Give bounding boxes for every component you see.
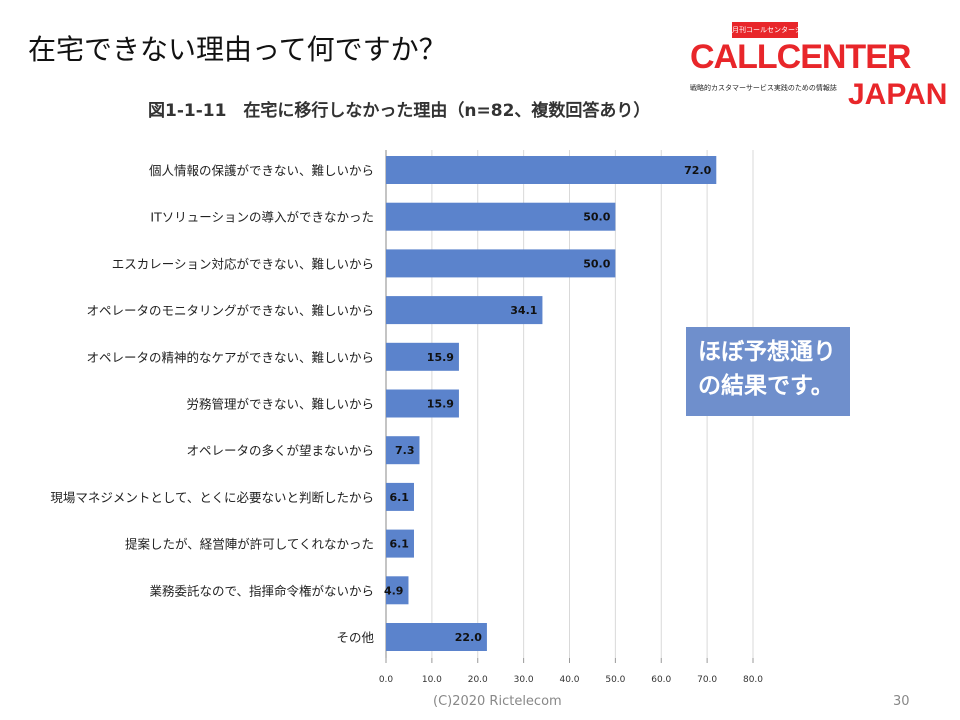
bar: [386, 482, 414, 511]
data-label: 34.1: [510, 304, 537, 317]
callout-line2: の結果です。: [698, 373, 834, 399]
category-label: オペレータの多くが望まないから: [186, 443, 374, 458]
tick-label: 50.0: [605, 675, 625, 685]
data-label: 6.1: [389, 491, 409, 504]
data-label: 72.0: [684, 164, 711, 177]
slide-title: 在宅できない理由って何ですか？: [28, 33, 447, 66]
bar: [386, 436, 420, 465]
data-label: 7.3: [395, 444, 415, 457]
tick-label: 70.0: [697, 675, 717, 685]
category-label: オペレータの精神的なケアができない、難しいから: [86, 350, 374, 365]
bar: [386, 576, 409, 605]
category-label: エスカレーション対応ができない、難しいから: [112, 256, 374, 271]
tick-label: 40.0: [559, 675, 579, 685]
category-label: その他: [336, 630, 374, 645]
copyright: (C)2020 Rictelecom: [433, 694, 562, 709]
logo-sub: 戦略的カスタマーサービス実践のための情報誌: [690, 84, 837, 92]
tick-label: 80.0: [743, 675, 763, 685]
tick-label: 20.0: [468, 675, 488, 685]
category-label: オペレータのモニタリングができない、難しいから: [86, 303, 374, 318]
data-label: 6.1: [389, 538, 409, 551]
logo-main: CALLCENTER: [690, 38, 911, 76]
data-label: 15.9: [427, 398, 454, 411]
chart-title: 図1-1-11 在宅に移行しなかった理由（n=82、複数回答あり）: [148, 101, 651, 121]
category-label: 個人情報の保護ができない、難しいから: [149, 163, 374, 178]
data-label: 4.9: [384, 584, 404, 597]
category-label: 現場マネジメントとして、とくに必要ないと判断したから: [50, 490, 374, 505]
data-label: 50.0: [583, 257, 610, 270]
logo-japan: JAPAN: [848, 78, 948, 111]
bar: [386, 202, 616, 231]
logo-top: 月刊コールセンタージャパン: [732, 22, 798, 38]
bar: [386, 623, 487, 651]
bar: [386, 156, 717, 184]
tick-label: 10.0: [422, 675, 442, 685]
tick-label: 60.0: [651, 675, 671, 685]
data-label: 15.9: [427, 351, 454, 364]
data-label: 22.0: [455, 631, 482, 644]
category-label: 提案したが、経営陣が許可してくれなかった: [125, 537, 374, 552]
page-number: 30: [893, 694, 910, 709]
category-label: 業務委託なので、指揮命令権がないから: [149, 583, 374, 598]
bar: [386, 389, 459, 418]
callcenter-japan-logo: 月刊コールセンタージャパン CALLCENTER 戦略的カスタマーサービス実践の…: [688, 22, 958, 114]
tick-label: 0.0: [379, 675, 394, 685]
callout-line1: ほぼ予想通り: [698, 339, 836, 365]
bar: [386, 249, 616, 278]
bar: [386, 296, 543, 325]
category-label: 労務管理ができない、難しいから: [186, 397, 374, 412]
category-label: ITソリューションの導入ができなかった: [150, 210, 374, 225]
bar: [386, 342, 459, 371]
tick-label: 30.0: [514, 675, 534, 685]
callout-box: ほぼ予想通り の結果です。: [686, 327, 850, 416]
data-label: 50.0: [583, 211, 610, 224]
bar: [386, 529, 414, 558]
